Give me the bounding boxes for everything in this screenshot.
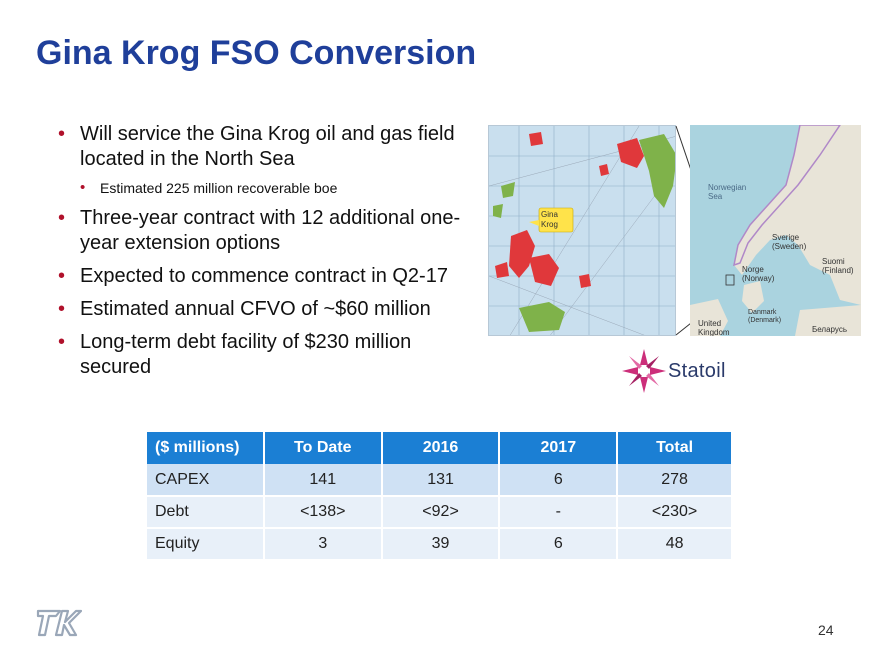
table-cell: 141	[263, 464, 383, 497]
table-cell: 6	[499, 464, 619, 497]
table-cell: <230>	[617, 496, 733, 529]
statoil-star-icon	[622, 349, 666, 393]
column-header: To Date	[263, 432, 383, 464]
norge-label-sub: (Norway)	[742, 274, 775, 283]
table-cell: 131	[381, 464, 501, 497]
region-map-graphic	[690, 125, 861, 336]
field-map: Gina Krog	[488, 125, 676, 336]
table-cell: Debt	[147, 496, 265, 529]
statoil-logo: Statoil	[620, 348, 760, 394]
sverige-label: Sverige (Sweden)	[772, 233, 806, 251]
table-cell: 6	[499, 528, 619, 561]
bullet-item: Expected to commence contract in Q2-17	[58, 264, 478, 289]
bullet-item: Will service the Gina Krog oil and gas f…	[58, 122, 478, 172]
bullet-item: Estimated annual CFVO of ~$60 million	[58, 297, 478, 322]
belarus-label: Беларусь	[812, 325, 847, 334]
gina-krog-callout: Gina Krog	[541, 210, 558, 229]
table-cell: 3	[263, 528, 383, 561]
bullet-item: Long-term debt facility of $230 million …	[58, 330, 478, 380]
table-row: Debt <138> <92> - <230>	[147, 496, 733, 529]
table-row: CAPEX 141 131 6 278	[147, 464, 733, 497]
sverige-label-name: Sverige	[772, 233, 800, 242]
bullet-item: Three-year contract with 12 additional o…	[58, 206, 478, 256]
table-cell: <92>	[381, 496, 501, 529]
region-map: Norwegian Sea Sverige (Sweden) Suomi (Fi…	[690, 125, 861, 336]
table-cell: 48	[617, 528, 733, 561]
suomi-label: Suomi (Finland)	[822, 257, 854, 275]
field-map-graphic	[489, 126, 675, 335]
table-header-row: ($ millions) To Date 2016 2017 Total	[147, 432, 733, 464]
uk-label: United Kingdom	[698, 319, 730, 336]
sub-bullet-item: Estimated 225 million recoverable boe	[80, 178, 478, 198]
table-cell: <138>	[263, 496, 383, 529]
page-number: 24	[818, 622, 834, 638]
financial-table: ($ millions) To Date 2016 2017 Total CAP…	[147, 432, 733, 561]
danmark-label: Danmark (Denmark)	[748, 309, 781, 325]
norge-label: Norge (Norway)	[742, 265, 774, 283]
bullet-list: Will service the Gina Krog oil and gas f…	[58, 122, 478, 388]
table-cell: -	[499, 496, 619, 529]
norge-label-name: Norge	[742, 265, 764, 274]
table-cell: CAPEX	[147, 464, 265, 497]
sverige-label-sub: (Sweden)	[772, 242, 807, 251]
danmark-label-name: Danmark	[748, 309, 777, 316]
table-cell: Equity	[147, 528, 265, 561]
slide-title: Gina Krog FSO Conversion	[36, 34, 477, 72]
norwegian-sea-label: Norwegian Sea	[708, 183, 747, 201]
suomi-label-sub: (Finland)	[822, 266, 854, 275]
table-row: Equity 3 39 6 48	[147, 528, 733, 561]
column-header: ($ millions)	[147, 432, 265, 464]
column-header: Total	[617, 432, 733, 464]
column-header: 2016	[381, 432, 501, 464]
suomi-label-name: Suomi	[822, 257, 845, 266]
column-header: 2017	[499, 432, 619, 464]
table-cell: 278	[617, 464, 733, 497]
danmark-label-sub: (Denmark)	[748, 317, 782, 324]
table-cell: 39	[381, 528, 501, 561]
teekay-logo-icon	[36, 609, 82, 637]
statoil-wordmark: Statoil	[668, 360, 726, 382]
